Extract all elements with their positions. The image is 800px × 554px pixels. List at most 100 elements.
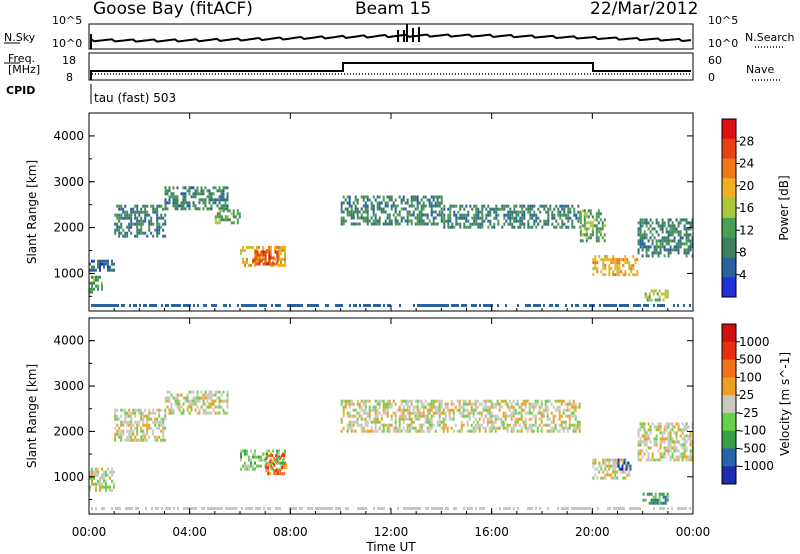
velocity-echo-cell (420, 411, 423, 415)
power-colorbar-swatch-1 (722, 138, 736, 160)
power-baseline-cell (265, 304, 267, 307)
power-echo-cell (394, 216, 397, 220)
velocity-echo-cell (430, 408, 433, 412)
power-echo-cell (216, 215, 219, 219)
velocity-echo-cell (154, 411, 157, 415)
power-echo-cell (284, 245, 286, 249)
power-echo-cell (618, 264, 621, 268)
velocity-baseline-cell (295, 507, 297, 510)
power-echo-cell (641, 242, 644, 246)
velocity-echo-cell (200, 405, 203, 409)
power-echo-cell (637, 251, 640, 255)
nsky-trace (90, 33, 692, 43)
power-echo-cell (256, 248, 258, 252)
velocity-echo-cell (681, 428, 684, 432)
power-echo-cell (350, 222, 353, 226)
cpid-label: CPID (6, 84, 36, 97)
power-echo-cell (557, 207, 560, 211)
velocity-echo-cell (647, 428, 650, 432)
power-echo-cell (134, 234, 137, 238)
velocity-echo-cell (673, 443, 676, 447)
power-echo-cell (99, 268, 101, 272)
velocity-baseline-cell (235, 507, 237, 510)
velocity-echo-cell (558, 411, 561, 415)
power-echo-cell (616, 267, 619, 271)
velocity-echo-cell (114, 414, 117, 418)
power-baseline-cell (363, 304, 365, 307)
power-echo-cell (493, 222, 496, 226)
velocity-echo-cell (679, 428, 682, 432)
power-echo-cell (420, 219, 423, 223)
power-echo-cell (630, 267, 633, 271)
velocity-echo-cell (406, 429, 409, 433)
power-echo-cell (667, 221, 670, 225)
velocity-echo-cell (128, 420, 131, 424)
power-baseline-cell (611, 304, 613, 307)
power-echo-cell (394, 210, 397, 214)
velocity-echo-cell (164, 426, 167, 430)
power-echo-cell (268, 256, 271, 260)
velocity-echo-cell (450, 426, 453, 430)
velocity-echo-cell (434, 429, 437, 433)
power-echo-cell (579, 218, 582, 222)
velocity-echo-cell (138, 408, 141, 412)
power-echo-cell (667, 248, 670, 252)
velocity-echo-cell (432, 411, 435, 415)
power-echo-cell (673, 236, 676, 240)
velocity-echo-cell (566, 408, 569, 412)
velocity-baseline-cell (323, 507, 325, 510)
power-echo-cell (529, 213, 532, 217)
velocity-echo-cell (490, 417, 493, 421)
velocity-echo-cell (500, 417, 503, 421)
power-echo-cell (579, 221, 582, 225)
velocity-echo-cell (470, 402, 473, 406)
power-echo-cell (210, 207, 213, 211)
power-echo-cell (614, 261, 617, 265)
velocity-echo-cell (639, 449, 642, 453)
velocity-echo-cell (532, 408, 535, 412)
velocity-echo-cell (482, 420, 485, 424)
power-echo-cell (535, 219, 538, 223)
power-echo-cell (430, 207, 433, 211)
power-baseline-cell (441, 304, 443, 307)
velocity-baseline-cell (279, 507, 281, 510)
power-echo-cell (527, 219, 530, 223)
power-echo-cell (438, 210, 441, 214)
velocity-echo-cell (620, 458, 623, 462)
velocity-echo-cell (103, 485, 105, 489)
power-echo-cell (420, 213, 423, 217)
velocity-echo-cell (488, 429, 491, 433)
velocity-echo-cell (408, 405, 411, 409)
power-echo-cell (465, 225, 468, 229)
power-echo-cell (268, 262, 271, 266)
power-echo-cell (593, 218, 596, 222)
power-echo-cell (194, 195, 197, 199)
velocity-echo-cell (126, 438, 129, 442)
power-echo-cell (585, 215, 588, 219)
velocity-colorbar-label-0: 1000 (739, 335, 770, 349)
power-echo-cell (384, 204, 387, 208)
power-echo-cell (567, 219, 570, 223)
nave-tick-low: 0 (708, 71, 715, 84)
velocity-echo-cell (472, 414, 475, 418)
velocity-baseline-cell (119, 507, 121, 510)
velocity-echo-region-1 (114, 408, 167, 442)
power-echo-cell (418, 219, 421, 223)
power-echo-cell (362, 195, 365, 199)
power-echo-cell (426, 222, 429, 226)
nave-label: Nave (746, 63, 775, 76)
power-echo-cell (101, 281, 103, 285)
power-echo-cell (539, 210, 542, 214)
velocity-echo-cell (430, 405, 433, 409)
velocity-echo-cell (645, 431, 648, 435)
power-echo-cell (591, 224, 594, 228)
power-echo-cell (559, 216, 562, 220)
power-baseline-cell (261, 304, 263, 307)
velocity-echo-cell (506, 402, 509, 406)
power-echo-cell (186, 189, 189, 193)
velocity-echo-cell (404, 408, 407, 412)
power-echo-cell (597, 236, 600, 240)
velocity-echo-cell (637, 440, 640, 444)
velocity-echo-cell (374, 417, 377, 421)
velocity-echo-cell (386, 408, 389, 412)
